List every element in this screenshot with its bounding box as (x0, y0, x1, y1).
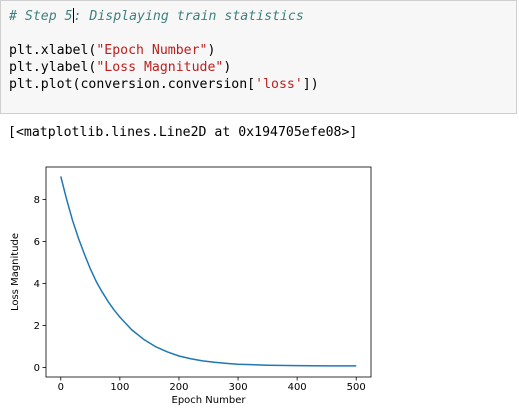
code-string: 'loss' (255, 77, 303, 92)
x-axis-label: Epoch Number (172, 395, 247, 406)
loss-line-chart: 0 100 200 300 400 500 0 2 4 6 8 Epoch Number Loss Ma… (10, 166, 372, 406)
code-close: ]) (302, 77, 319, 92)
axes-frame (45, 166, 372, 378)
y-tick-label: 0 (34, 363, 40, 374)
x-tick-label: 100 (110, 382, 129, 393)
code-cell[interactable]: # Step 5: Displaying train statistics pl… (0, 0, 517, 114)
y-tick-label: 4 (34, 279, 40, 290)
comment-text-part-1: # Step 5 (9, 9, 73, 24)
y-axis-label: Loss Magnitude (10, 233, 21, 311)
x-tick-label: 300 (228, 382, 247, 393)
code-line-comment: # Step 5: Displaying train statistics (9, 8, 304, 24)
code-func: plt.ylabel( (9, 60, 97, 75)
code-close: ) (223, 60, 232, 75)
code-string: "Epoch Number" (96, 43, 208, 58)
code-line-ylabel: plt.ylabel("Loss Magnitude") (9, 60, 231, 75)
x-tick-label: 0 (58, 382, 64, 393)
y-tick-label: 6 (34, 237, 40, 248)
code-line-plot: plt.plot(conversion.conversion['loss']) (9, 77, 319, 92)
axes: 0 100 200 300 400 500 0 2 4 6 8 Epoch Number Loss Ma… (10, 166, 372, 406)
x-tick-label: 200 (169, 382, 188, 393)
comment-text-part-2: : Displaying train statistics (73, 9, 304, 24)
code-line-xlabel: plt.xlabel("Epoch Number") (9, 43, 215, 58)
x-tick-label: 400 (288, 382, 307, 393)
y-tick-label: 2 (34, 321, 40, 332)
code-editor[interactable]: # Step 5: Displaying train statistics pl… (9, 8, 319, 93)
cell-output-text: [<matplotlib.lines.Line2D at 0x194705efe… (8, 125, 358, 140)
code-func: plt.xlabel( (9, 43, 97, 58)
x-tick-label: 500 (347, 382, 366, 393)
code-close: ) (207, 43, 216, 58)
code-func: plt.plot(conversion.conversion[ (9, 77, 256, 92)
y-tick-label: 8 (34, 195, 40, 206)
text-cursor (72, 8, 74, 23)
code-string: "Loss Magnitude" (96, 60, 224, 75)
loss-series-line (60, 176, 357, 367)
